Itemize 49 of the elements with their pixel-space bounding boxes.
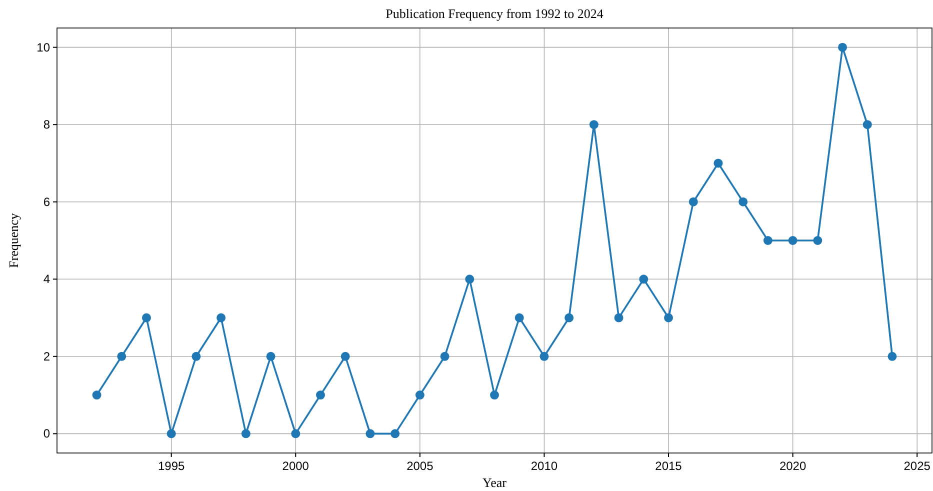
point <box>117 352 126 361</box>
point <box>688 197 698 206</box>
point <box>589 120 598 130</box>
point <box>888 352 897 361</box>
point <box>142 313 151 322</box>
point <box>664 313 674 322</box>
point <box>514 313 524 322</box>
y-tick-label: 4 <box>43 272 50 286</box>
point <box>291 429 300 438</box>
point <box>813 236 822 245</box>
point <box>788 236 798 245</box>
point <box>166 429 176 438</box>
point <box>465 274 474 284</box>
point <box>763 236 772 245</box>
point <box>216 313 226 322</box>
x-tick-label: 2010 <box>530 459 558 473</box>
point <box>241 429 250 438</box>
point <box>390 429 400 438</box>
point <box>92 390 102 400</box>
point <box>564 313 574 322</box>
y-axis-title: Frequency <box>6 212 21 268</box>
point <box>440 352 450 361</box>
point <box>614 313 624 322</box>
point <box>192 352 201 361</box>
point <box>340 352 350 361</box>
point <box>714 158 723 168</box>
x-tick-label: 2020 <box>779 459 806 473</box>
y-tick-label: 2 <box>43 349 50 364</box>
x-tick-label: 2005 <box>406 459 434 473</box>
y-tick-label: 8 <box>43 118 50 132</box>
y-tick-label: 0 <box>43 426 50 441</box>
point <box>838 42 848 52</box>
point <box>862 120 872 130</box>
x-tick-label: 2015 <box>655 459 682 473</box>
chart-title: Publication Frequency from 1992 to 2024 <box>386 6 604 21</box>
point <box>266 352 276 361</box>
point <box>540 352 549 361</box>
point <box>316 390 325 400</box>
y-tick-label: 10 <box>36 40 50 54</box>
x-tick-label: 1995 <box>158 459 186 473</box>
point <box>490 390 499 400</box>
x-tick-label: 2000 <box>282 459 310 473</box>
point <box>738 197 748 206</box>
x-tick-label: 2025 <box>904 459 931 473</box>
point <box>415 390 424 400</box>
x-axis-title: Year <box>482 475 508 490</box>
point <box>639 274 648 284</box>
point <box>366 429 375 438</box>
y-tick-label: 6 <box>43 194 50 209</box>
